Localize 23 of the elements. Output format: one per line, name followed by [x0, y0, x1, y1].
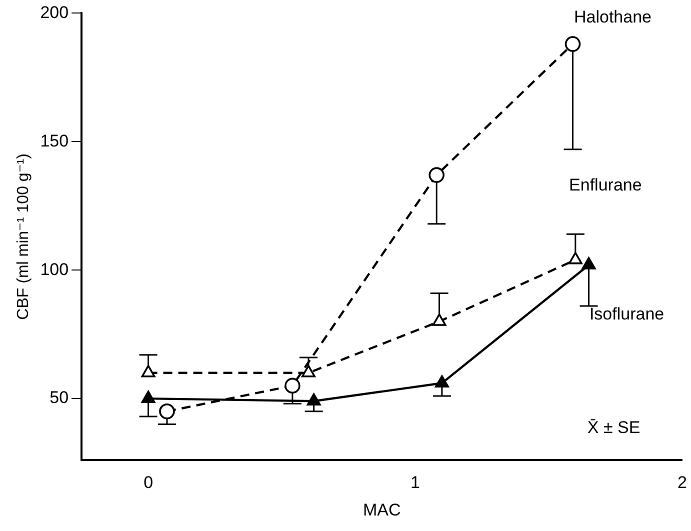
point [306, 393, 321, 406]
point [564, 36, 581, 52]
point [432, 314, 446, 326]
series-label: Halothane [574, 8, 652, 27]
point [302, 364, 316, 378]
x-axis-title: MAC [362, 500, 401, 520]
x-tick-label: 0 [144, 473, 154, 492]
point [141, 390, 156, 403]
y-tick-label: 50 [50, 388, 69, 408]
y-axis-title: CBF (ml min⁻¹ 100 g⁻¹) [15, 154, 32, 320]
point [428, 167, 445, 183]
point [582, 257, 596, 270]
point [141, 364, 156, 378]
series-label: Isoflurane [589, 304, 664, 324]
y-tick-label: 150 [40, 131, 69, 150]
point [568, 252, 582, 264]
x-tick-label: 1 [410, 473, 420, 492]
x-tick-label: 2 [677, 473, 687, 492]
point [434, 375, 449, 388]
text: Enflurane [569, 176, 642, 195]
y-tick-label: 200 [40, 2, 69, 22]
annotation: X̄ ± SE [587, 418, 640, 437]
y-tick-label: 100 [40, 260, 69, 279]
